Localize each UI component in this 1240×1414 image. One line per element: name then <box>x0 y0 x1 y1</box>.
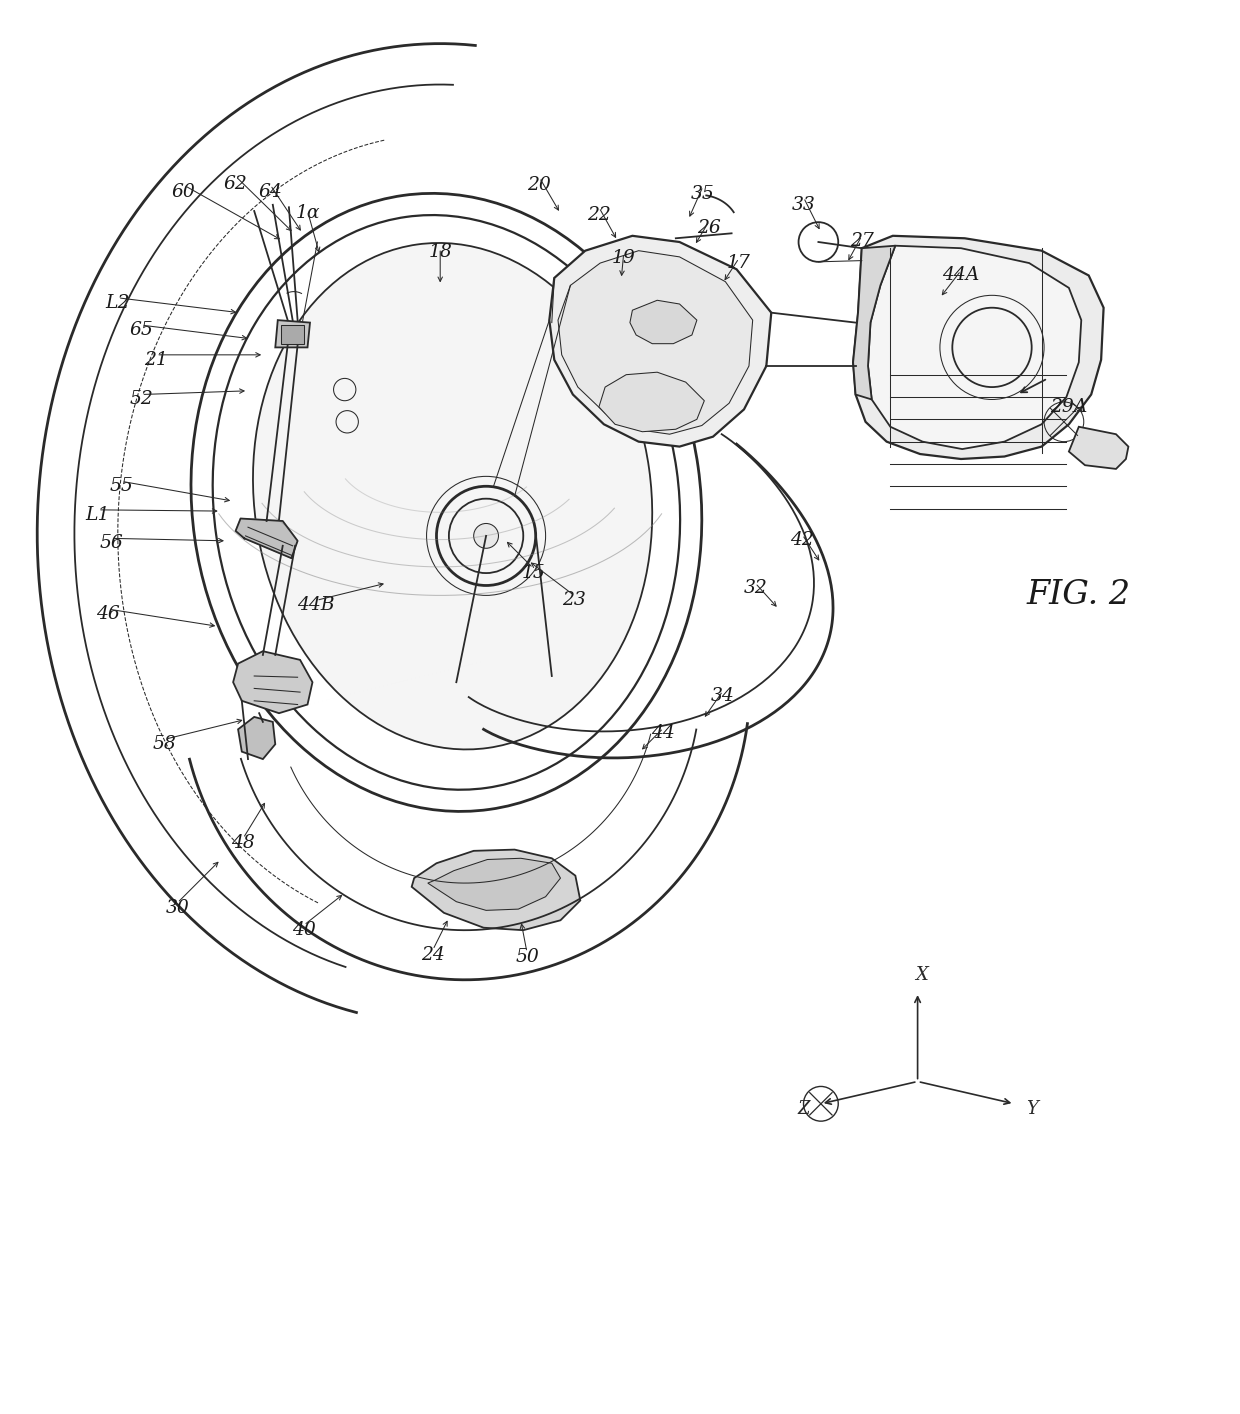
Text: 30: 30 <box>165 899 190 916</box>
Text: 20: 20 <box>527 175 552 194</box>
Polygon shape <box>868 246 1081 450</box>
Text: 42: 42 <box>790 530 815 549</box>
Text: 26: 26 <box>697 219 722 238</box>
Text: 24: 24 <box>420 946 445 964</box>
Polygon shape <box>275 320 310 348</box>
Text: 55: 55 <box>109 478 134 495</box>
Text: 18: 18 <box>428 243 453 262</box>
Text: Y: Y <box>1025 1100 1038 1117</box>
Text: 50: 50 <box>515 949 539 967</box>
Text: 44B: 44B <box>298 597 335 614</box>
Text: 33: 33 <box>791 195 816 214</box>
Text: 22: 22 <box>587 205 611 223</box>
Bar <box>281 325 304 344</box>
Polygon shape <box>630 300 697 344</box>
Polygon shape <box>853 236 1104 460</box>
Text: X: X <box>915 966 928 984</box>
Text: 32: 32 <box>743 578 768 597</box>
Text: 48: 48 <box>231 834 255 853</box>
Polygon shape <box>1069 427 1128 469</box>
Polygon shape <box>549 236 771 447</box>
Text: 52: 52 <box>129 390 154 409</box>
Text: 17: 17 <box>727 255 751 271</box>
Ellipse shape <box>253 243 652 749</box>
Text: 1α: 1α <box>295 205 320 222</box>
Circle shape <box>474 523 498 549</box>
Text: L1: L1 <box>86 506 110 523</box>
Text: Z: Z <box>797 1100 810 1117</box>
Text: 44A: 44A <box>942 266 980 284</box>
Polygon shape <box>599 372 704 431</box>
Text: 64: 64 <box>258 184 283 201</box>
Polygon shape <box>412 850 580 930</box>
Text: 60: 60 <box>171 184 196 201</box>
Text: 29A: 29A <box>1050 397 1087 416</box>
Text: 23: 23 <box>562 591 587 609</box>
Text: 44: 44 <box>651 724 676 742</box>
Polygon shape <box>238 717 275 759</box>
Text: 21: 21 <box>144 351 169 369</box>
Text: FIG. 2: FIG. 2 <box>1027 580 1131 611</box>
Polygon shape <box>428 858 560 911</box>
Text: 19: 19 <box>611 249 636 267</box>
Polygon shape <box>853 246 895 400</box>
Text: 27: 27 <box>849 232 874 250</box>
Text: 15: 15 <box>521 564 546 583</box>
Text: 65: 65 <box>129 321 154 339</box>
Text: 35: 35 <box>691 185 715 202</box>
Text: 46: 46 <box>95 605 120 624</box>
Polygon shape <box>558 250 753 434</box>
Text: 56: 56 <box>99 534 124 553</box>
Polygon shape <box>233 652 312 713</box>
Text: 34: 34 <box>711 687 735 704</box>
Polygon shape <box>236 519 298 559</box>
Text: 58: 58 <box>153 735 177 754</box>
Text: 40: 40 <box>291 921 316 939</box>
Text: 62: 62 <box>223 175 248 192</box>
Text: L2: L2 <box>105 294 130 311</box>
